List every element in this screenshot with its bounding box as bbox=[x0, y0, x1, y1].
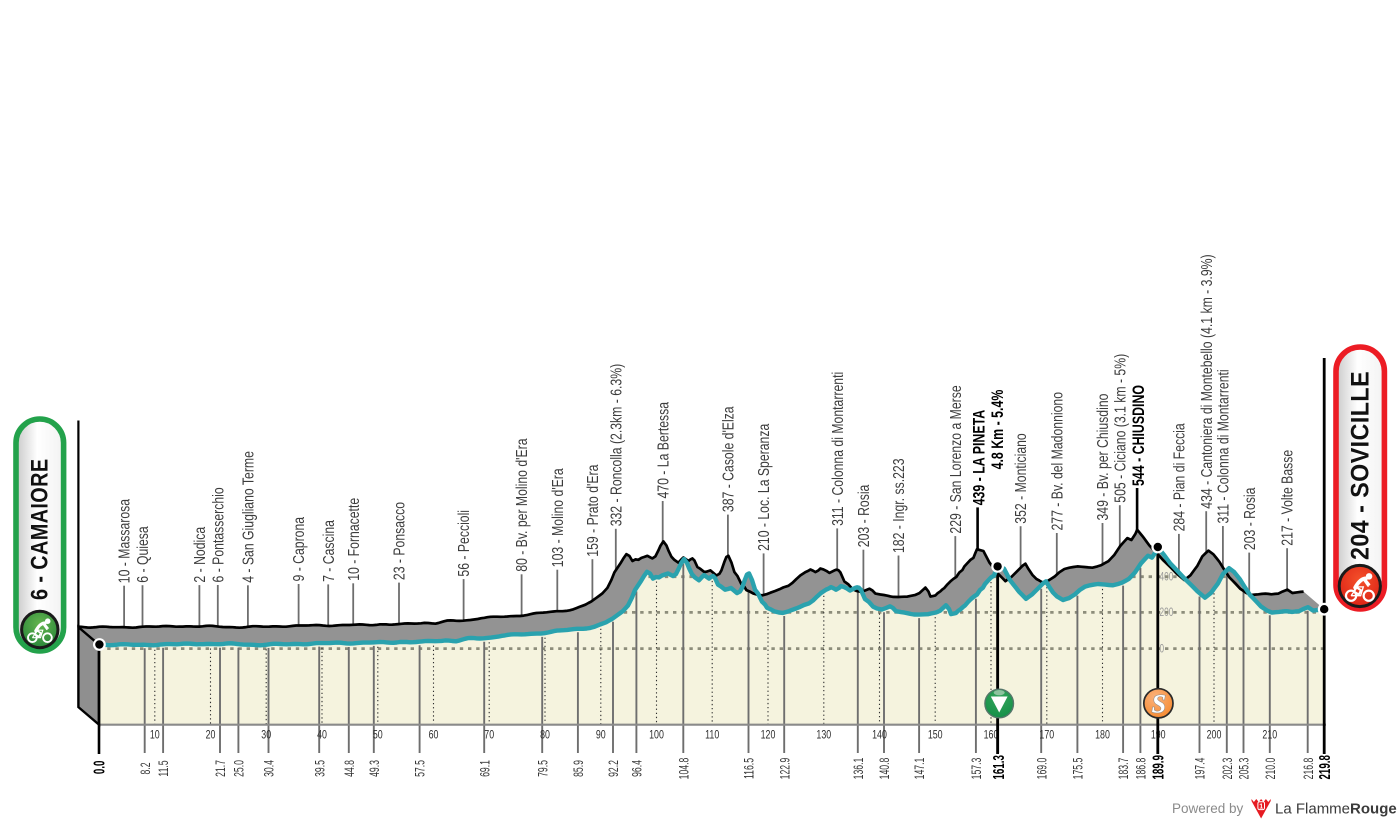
svg-text:100: 100 bbox=[649, 728, 664, 742]
svg-text:23 - Ponsacco: 23 - Ponsacco bbox=[390, 502, 408, 580]
svg-text:50: 50 bbox=[373, 728, 383, 742]
svg-text:4 - San Giugliano Terme: 4 - San Giugliano Terme bbox=[239, 451, 257, 583]
svg-text:104.8: 104.8 bbox=[676, 758, 692, 780]
svg-text:49.3: 49.3 bbox=[367, 760, 383, 777]
svg-text:39.5: 39.5 bbox=[312, 760, 328, 777]
svg-text:1: 1 bbox=[1259, 804, 1263, 811]
svg-text:Powered by: Powered by bbox=[1172, 801, 1244, 816]
svg-text:210: 210 bbox=[1262, 728, 1277, 742]
svg-text:60: 60 bbox=[429, 728, 439, 742]
svg-text:80: 80 bbox=[540, 728, 550, 742]
svg-text:8.2: 8.2 bbox=[138, 762, 154, 774]
svg-text:150: 150 bbox=[928, 728, 943, 742]
svg-text:92.2: 92.2 bbox=[606, 760, 622, 777]
svg-text:544 - CHIUSDINO: 544 - CHIUSDINO bbox=[1130, 385, 1148, 486]
svg-text:229 - San Lorenzo a Merse: 229 - San Lorenzo a Merse bbox=[946, 385, 964, 533]
svg-text:25.0: 25.0 bbox=[231, 760, 247, 777]
svg-text:180: 180 bbox=[1095, 728, 1110, 742]
svg-text:70: 70 bbox=[484, 728, 494, 742]
svg-text:160: 160 bbox=[984, 728, 999, 742]
svg-text:189.9: 189.9 bbox=[1149, 755, 1167, 779]
svg-text:203 - Rosia: 203 - Rosia bbox=[1240, 487, 1258, 550]
svg-text:186.8: 186.8 bbox=[1133, 758, 1149, 780]
svg-text:311 - Colonna di Montarrenti: 311 - Colonna di Montarrenti bbox=[1214, 369, 1232, 523]
svg-text:57.5: 57.5 bbox=[413, 760, 429, 777]
svg-text:147.1: 147.1 bbox=[912, 758, 928, 780]
svg-text:21.7: 21.7 bbox=[213, 760, 229, 777]
svg-text:159 - Prato d'Era: 159 - Prato d'Era bbox=[584, 464, 602, 556]
svg-text:90: 90 bbox=[596, 728, 606, 742]
svg-text:120: 120 bbox=[761, 728, 776, 742]
svg-text:434 - Cantoniera di Montebello: 434 - Cantoniera di Montebello (4.1 km -… bbox=[1197, 254, 1215, 508]
svg-text:6 - Pontasserchio: 6 - Pontasserchio bbox=[209, 487, 227, 582]
svg-text:197.4: 197.4 bbox=[1193, 757, 1209, 779]
svg-text:85.9: 85.9 bbox=[571, 760, 587, 777]
svg-text:96.4: 96.4 bbox=[629, 760, 645, 777]
svg-text:311 - Colonna di Montarrenti: 311 - Colonna di Montarrenti bbox=[828, 372, 846, 526]
svg-text:202.3: 202.3 bbox=[1220, 758, 1236, 780]
svg-text:6 - Quiesa: 6 - Quiesa bbox=[134, 526, 152, 583]
svg-text:219.8: 219.8 bbox=[1316, 755, 1334, 779]
svg-text:20: 20 bbox=[206, 728, 216, 742]
svg-text:217 - Volte Basse: 217 - Volte Basse bbox=[1278, 450, 1296, 546]
svg-text:103 - Molino d'Era: 103 - Molino d'Era bbox=[548, 468, 566, 567]
svg-text:216.8: 216.8 bbox=[1301, 758, 1317, 780]
svg-text:332 - Roncolla (2.3km - 6.3%): 332 - Roncolla (2.3km - 6.3%) bbox=[607, 364, 625, 526]
svg-text:277 - Bv. del Madonniono: 277 - Bv. del Madonniono bbox=[1048, 392, 1066, 531]
svg-text:30.4: 30.4 bbox=[262, 760, 278, 777]
svg-text:130: 130 bbox=[816, 728, 831, 742]
svg-text:470 - La Bertessa: 470 - La Bertessa bbox=[654, 402, 672, 499]
svg-text:30: 30 bbox=[261, 728, 271, 742]
svg-text:La FlammeRouge: La FlammeRouge bbox=[1275, 801, 1397, 818]
svg-text:170: 170 bbox=[1039, 728, 1054, 742]
svg-text:136.1: 136.1 bbox=[851, 758, 867, 780]
svg-text:116.5: 116.5 bbox=[742, 758, 758, 779]
svg-text:284 - Pian di Feccia: 284 - Pian di Feccia bbox=[1170, 423, 1188, 531]
svg-text:210.0: 210.0 bbox=[1263, 757, 1279, 779]
svg-text:10 - Massarosa: 10 - Massarosa bbox=[115, 499, 133, 584]
svg-text:204 - SOVICILLE: 204 - SOVICILLE bbox=[1347, 371, 1375, 560]
svg-text:352 - Monticiano: 352 - Monticiano bbox=[1012, 433, 1030, 524]
svg-text:387 - Casole d'Elza: 387 - Casole d'Elza bbox=[719, 406, 737, 512]
svg-text:2 - Nodica: 2 - Nodica bbox=[191, 527, 209, 583]
svg-text:439 - LA PINETA: 439 - LA PINETA bbox=[971, 409, 989, 505]
svg-text:4.8 Km - 5.4%: 4.8 Km - 5.4% bbox=[989, 390, 1007, 470]
svg-text:110: 110 bbox=[705, 728, 719, 742]
svg-text:169.0: 169.0 bbox=[1034, 757, 1050, 779]
svg-text:79.5: 79.5 bbox=[535, 760, 551, 777]
svg-text:183.7: 183.7 bbox=[1116, 758, 1132, 780]
svg-text:157.3: 157.3 bbox=[969, 758, 985, 780]
svg-text:200: 200 bbox=[1207, 728, 1222, 742]
svg-text:349 - Bv. per Chiusdino: 349 - Bv. per Chiusdino bbox=[1094, 393, 1112, 520]
svg-text:140.8: 140.8 bbox=[877, 758, 893, 780]
svg-text:40: 40 bbox=[317, 728, 327, 742]
svg-text:210 - Loc. La Speranza: 210 - Loc. La Speranza bbox=[755, 424, 773, 551]
svg-text:9 - Caprona: 9 - Caprona bbox=[290, 517, 308, 582]
svg-text:205.3: 205.3 bbox=[1237, 758, 1253, 780]
svg-text:122.9: 122.9 bbox=[777, 758, 793, 780]
svg-text:161.3: 161.3 bbox=[989, 755, 1007, 779]
svg-text:10: 10 bbox=[150, 728, 160, 742]
svg-text:6 - CAMAIORE: 6 - CAMAIORE bbox=[26, 458, 53, 600]
svg-text:505 - Ciciano (3.1 km - 5%): 505 - Ciciano (3.1 km - 5%) bbox=[1111, 354, 1129, 503]
svg-text:7 - Cascina: 7 - Cascina bbox=[319, 520, 337, 582]
svg-text:S: S bbox=[1152, 690, 1166, 719]
svg-text:203 - Rosia: 203 - Rosia bbox=[855, 484, 873, 547]
svg-text:140: 140 bbox=[872, 728, 887, 742]
svg-text:10 - Fornacette: 10 - Fornacette bbox=[344, 498, 362, 581]
svg-text:44.8: 44.8 bbox=[342, 760, 358, 777]
svg-text:175.5: 175.5 bbox=[1070, 758, 1086, 780]
svg-text:0: 0 bbox=[1160, 643, 1165, 656]
svg-text:56 - Peccioli: 56 - Peccioli bbox=[455, 510, 473, 577]
svg-text:80 - Bv. per Molino d'Era: 80 - Bv. per Molino d'Era bbox=[513, 438, 531, 572]
svg-text:69.1: 69.1 bbox=[477, 760, 493, 777]
svg-text:182 - Ingr. ss.223: 182 - Ingr. ss.223 bbox=[890, 458, 908, 553]
svg-text:0.0: 0.0 bbox=[90, 761, 108, 775]
svg-text:11.5: 11.5 bbox=[156, 760, 172, 776]
